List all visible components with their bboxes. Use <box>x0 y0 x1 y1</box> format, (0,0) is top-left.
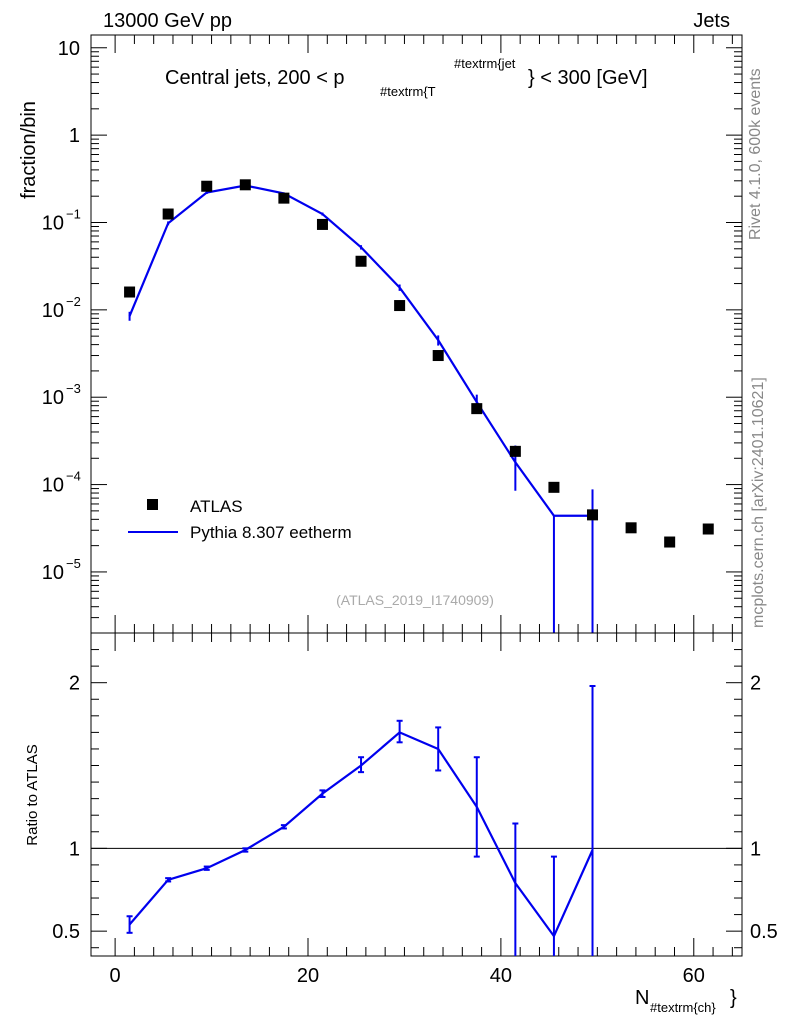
ratio-y-axis-label: Ratio to ATLAS <box>24 744 41 845</box>
main-y-tick-exponent: −4 <box>66 469 81 484</box>
atlas-data-point <box>509 445 521 457</box>
ratio-plot-frame <box>90 632 743 957</box>
x-tick-label: 0 <box>110 965 121 987</box>
atlas-data-point <box>548 481 560 493</box>
main-y-tick-exponent: −5 <box>66 556 81 571</box>
ratio-y-tick-label-right: 0.5 <box>750 921 778 943</box>
x-tick-label: 60 <box>683 965 705 987</box>
atlas-data-point <box>316 218 328 230</box>
x-axis-title: N #textrm{ch} } <box>635 987 737 1015</box>
atlas-data-point <box>625 522 637 534</box>
ratio-x-ticks: 0 20 40 60 <box>110 633 733 987</box>
main-plot-frame <box>90 34 743 634</box>
analysis-watermark: (ATLAS_2019_I1740909) <box>336 592 494 608</box>
main-x-ticks <box>114 35 733 633</box>
x-axis-label: N <box>635 987 649 1009</box>
x-tick-label: 40 <box>490 965 512 987</box>
atlas-data-point <box>355 255 367 267</box>
atlas-data-point <box>587 509 599 521</box>
mc-series-line <box>128 184 593 517</box>
side-mcplots-label: mcplots.cern.ch [arXiv:2401.10621] <box>750 377 767 628</box>
main-y-tick-label: 10 <box>58 38 80 60</box>
ratio-y-tick-label-right: 2 <box>750 673 761 695</box>
ratio-y-tick-label-right: 1 <box>750 838 761 860</box>
ratio-y-tick-label: 2 <box>69 673 80 695</box>
main-y-tick-exponent: −1 <box>66 206 81 221</box>
side-rivet-label: Rivet 4.1.0, 600k events <box>747 68 764 240</box>
title-superscript: #textrm{jet <box>454 56 516 71</box>
main-y-tick-label: 10 <box>42 300 64 322</box>
main-y-tick-label: 10 <box>42 212 64 234</box>
main-title: Central jets, 200 < p #textrm{T #textrm{… <box>165 56 648 99</box>
ratio-panel: 0.5 0.5 1 1 2 2 0 20 40 60 Ratio to ATLAS N #tex… <box>24 632 778 1015</box>
ratio-data-layer <box>91 685 742 956</box>
legend: ATLAS Pythia 8.307 eetherm <box>128 497 352 542</box>
main-y-axis-label: fraction/bin <box>18 101 40 199</box>
ratio-y-ticks: 0.5 0.5 1 1 2 2 <box>52 649 778 949</box>
atlas-data-point <box>278 192 290 204</box>
atlas-data-point <box>471 403 483 415</box>
atlas-data-point <box>702 523 714 535</box>
main-y-tick-label: 1 <box>69 125 80 147</box>
main-y-tick-label: 10 <box>42 562 64 584</box>
title-text: Central jets, 200 < p <box>165 67 345 89</box>
atlas-data-point <box>124 286 136 298</box>
ratio-y-tick-label: 1 <box>69 838 80 860</box>
x-tick-label: 20 <box>297 965 319 987</box>
main-data-layer <box>124 179 714 633</box>
main-y-tick-label: 10 <box>42 387 64 409</box>
main-y-tick-label: 10 <box>42 475 64 497</box>
atlas-data-point <box>432 350 444 362</box>
title-rest: } < 300 [GeV] <box>528 67 648 89</box>
legend-atlas-label: ATLAS <box>190 497 243 516</box>
atlas-data-point <box>664 536 676 548</box>
main-y-tick-exponent: −3 <box>66 381 81 396</box>
title-subscript: #textrm{T <box>380 84 436 99</box>
atlas-data-point <box>201 180 213 192</box>
ratio-y-tick-label: 0.5 <box>52 921 80 943</box>
header-energy: 13000 GeV pp <box>103 10 232 32</box>
atlas-data-point <box>162 208 174 220</box>
x-axis-label-subscript: #textrm{ch} <box>650 1000 716 1015</box>
atlas-data-point <box>394 300 406 312</box>
legend-atlas-marker <box>147 499 158 510</box>
atlas-data-point <box>239 179 251 191</box>
header-jets: Jets <box>693 10 730 32</box>
legend-pythia-label: Pythia 8.307 eetherm <box>190 523 352 542</box>
main-y-tick-exponent: −2 <box>66 294 81 309</box>
x-axis-label-close: } <box>730 987 737 1009</box>
ratio-series-line <box>128 731 594 939</box>
